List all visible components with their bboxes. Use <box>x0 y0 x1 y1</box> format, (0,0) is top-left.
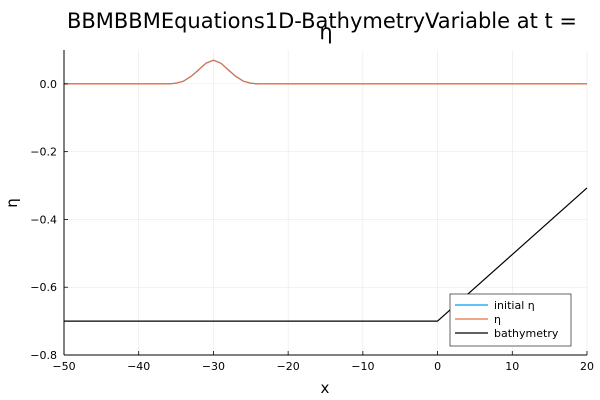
x-axis-label: x <box>321 379 330 397</box>
y-axis-label: η <box>3 198 21 208</box>
legend-label-eta: η <box>494 313 501 326</box>
chart-title-line-1: BBMBBMEquations1D-BathymetryVariable at … <box>67 9 577 33</box>
y-tick-label: 0.0 <box>40 78 58 91</box>
x-tick-label: 20 <box>580 360 594 373</box>
y-tick-label: −0.2 <box>30 146 57 159</box>
legend-label-initial-eta: initial η <box>494 299 535 312</box>
legend-label-bathymetry: bathymetry <box>494 327 559 340</box>
axes: −50 −40 −30 −20 −10 0 10 20 0.0 −0.2 −0.4 −0.6 −0.8 <box>30 50 594 373</box>
x-tick-label: −30 <box>202 360 225 373</box>
series-line-1 <box>64 59 587 85</box>
y-tick-label: −0.8 <box>30 349 57 362</box>
chart-title-line-2: η <box>319 20 332 44</box>
y-tick-label: −0.6 <box>30 281 57 294</box>
series-line-3 <box>64 187 588 322</box>
x-tick-label: 0 <box>434 360 441 373</box>
y-tick-label: −0.4 <box>30 213 57 226</box>
x-tick-label: −40 <box>127 360 150 373</box>
x-tick-label: −10 <box>351 360 374 373</box>
x-tick-label: 10 <box>505 360 519 373</box>
x-tick-label: −50 <box>52 360 75 373</box>
x-tick-label: −20 <box>277 360 300 373</box>
plot-series <box>64 59 588 322</box>
legend-box <box>449 293 572 347</box>
legend: initial η η bathymetry <box>449 293 572 347</box>
series-line-2 <box>64 59 587 85</box>
